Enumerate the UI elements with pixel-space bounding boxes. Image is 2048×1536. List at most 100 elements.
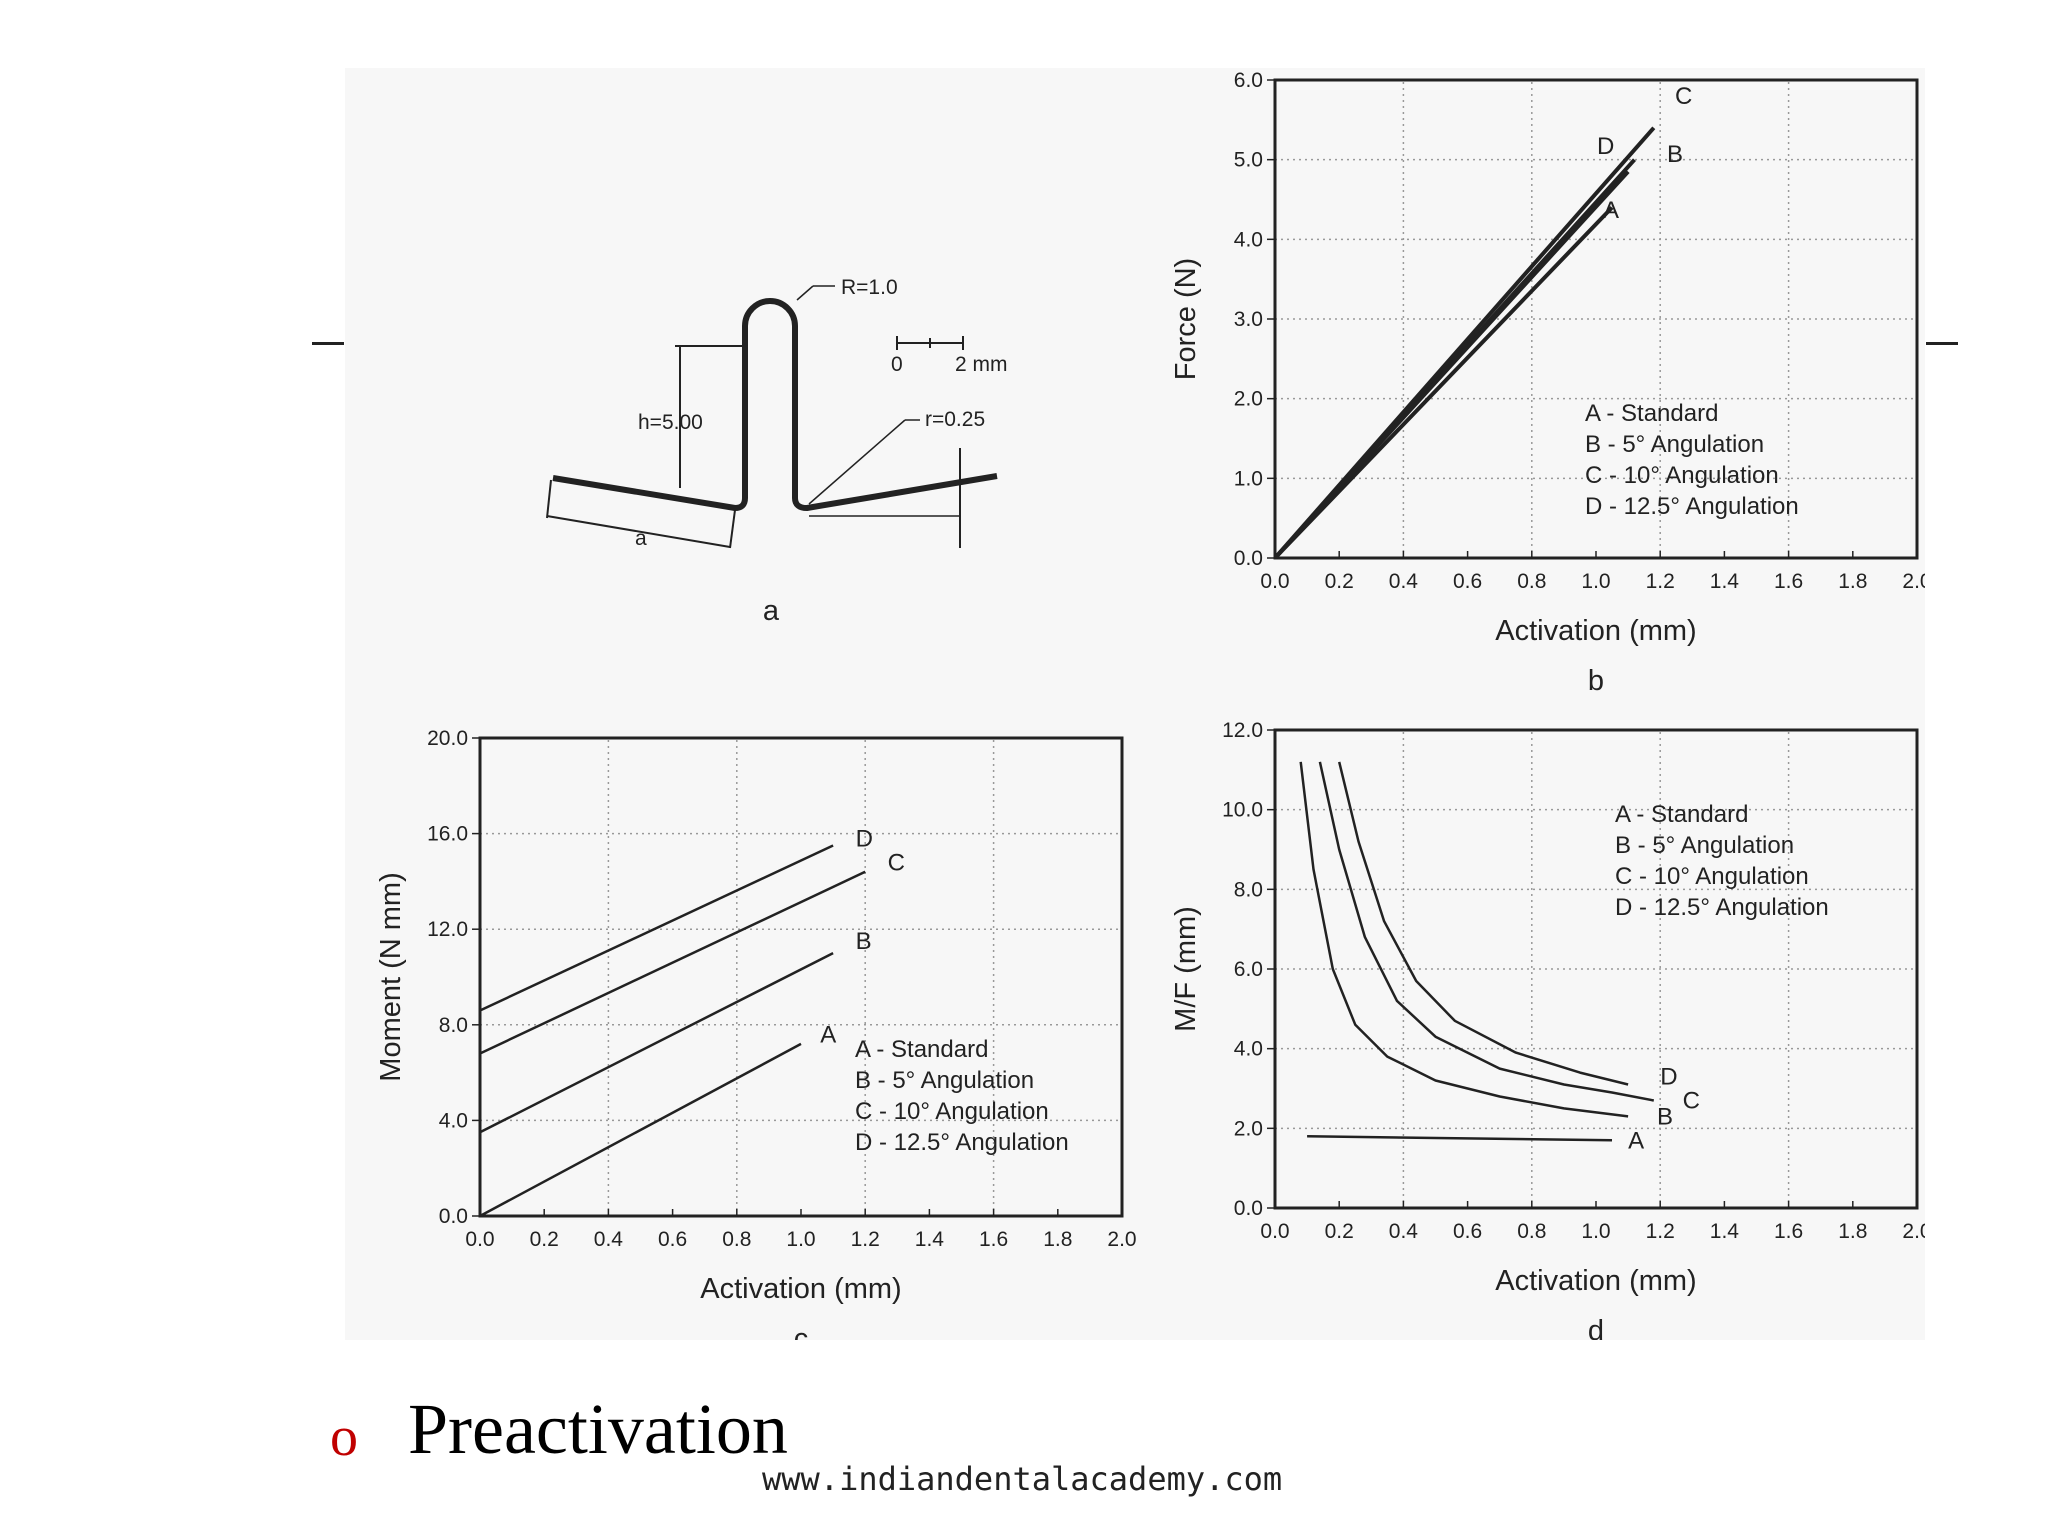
y-tick-label: 12.0 [1222, 719, 1263, 742]
chart-d: 0.0 0.2 0.4 0.6 0.8 1.0 1.2 1.4 1.6 1.8 2.0 0.0 2.0 4… [1170, 719, 1925, 1340]
legend-entry: A - Standard [855, 1036, 988, 1063]
series-label-D: D [856, 825, 873, 852]
x-tick-label: 1.6 [979, 1228, 1008, 1251]
y-tick-label: 8.0 [1234, 878, 1263, 901]
x-tick-label: 0.4 [594, 1228, 624, 1251]
x-tick-label: 0.2 [530, 1228, 559, 1251]
legend-entry: B - 5° Angulation [1585, 431, 1764, 458]
x-tick-label: 1.6 [1774, 1220, 1803, 1243]
series-label-D: D [1597, 133, 1614, 160]
x-tick-label: 0.0 [1260, 570, 1289, 593]
chart-sublabel: c [794, 1323, 809, 1340]
series-label-B: B [1667, 141, 1683, 168]
a-dimension-tick-right [729, 509, 736, 549]
x-tick-label: 0.0 [465, 1228, 494, 1251]
y-axis-label: M/F (mm) [1170, 906, 1202, 1032]
series-label-C: C [888, 849, 905, 876]
title-rule-right [1926, 342, 1958, 345]
series-label-A: A [820, 1021, 836, 1048]
y-tick-label: 2.0 [1234, 388, 1263, 411]
y-tick-label: 0.0 [439, 1205, 468, 1228]
r-leader-line [808, 419, 906, 505]
series-line-B [479, 951, 834, 1134]
series-line-D [1273, 170, 1630, 560]
y-tick-label: 5.0 [1234, 149, 1263, 172]
y-tick-label: 4.0 [1234, 228, 1263, 251]
y-tick-label: 20.0 [427, 727, 468, 750]
figure-svg: R=1.0 h=5.00 r=0.25 a 0 2 mm a 0.0 0.2 0.4… [375, 69, 1925, 1340]
chart-sublabel: b [1588, 665, 1604, 697]
x-tick-label: 1.8 [1838, 570, 1867, 593]
x-tick-label: 1.4 [1710, 570, 1740, 593]
series-label-A: A [1628, 1127, 1644, 1154]
h-label: h=5.00 [638, 411, 703, 434]
x-tick-label: 0.0 [1260, 1220, 1289, 1243]
y-axis-label: Moment (N mm) [375, 872, 407, 1081]
x-tick-label: 1.8 [1043, 1228, 1072, 1251]
R-label: R=1.0 [841, 276, 898, 299]
diagram-sublabel: a [763, 595, 780, 627]
x-axis-label: Activation (mm) [1495, 1265, 1696, 1297]
chart-b: 0.0 0.2 0.4 0.6 0.8 1.0 1.2 1.4 1.6 1.8 2.0 0.0 1.0 2… [1170, 69, 1925, 697]
y-tick-label: 10.0 [1222, 799, 1263, 822]
x-tick-label: 0.6 [1453, 570, 1482, 593]
x-axis-label: Activation (mm) [1495, 615, 1696, 647]
y-tick-label: 8.0 [439, 1014, 468, 1037]
x-tick-label: 1.0 [786, 1228, 815, 1251]
x-tick-label: 0.2 [1325, 1220, 1354, 1243]
scale-mm-label: 2 mm [955, 353, 1008, 376]
x-tick-label: 1.4 [1710, 1220, 1740, 1243]
legend-entry: B - 5° Angulation [855, 1067, 1034, 1094]
y-tick-label: 4.0 [1234, 1038, 1263, 1061]
x-tick-label: 1.0 [1581, 1220, 1610, 1243]
series-label-C: C [1675, 83, 1692, 110]
series-label-D: D [1660, 1064, 1677, 1091]
series-label-B: B [856, 928, 872, 955]
footer-url: www.indiandentalacademy.com [762, 1460, 1283, 1498]
plot-frame [1273, 728, 1919, 1210]
series-line-A [479, 1042, 802, 1218]
x-tick-label: 0.8 [1517, 1220, 1546, 1243]
chart-c: 0.0 0.2 0.4 0.6 0.8 1.0 1.2 1.4 1.6 1.8 2.0 0.0 4.0 8… [375, 727, 1137, 1340]
y-tick-label: 12.0 [427, 918, 468, 941]
R-leader-line [796, 285, 814, 301]
x-tick-label: 0.2 [1325, 570, 1354, 593]
y-tick-label: 6.0 [1234, 958, 1263, 981]
series-line-A [1273, 206, 1614, 560]
x-tick-label: 0.4 [1389, 570, 1419, 593]
x-tick-label: 1.2 [1646, 1220, 1675, 1243]
y-tick-label: 0.0 [1234, 547, 1263, 570]
loop-wire-path [552, 298, 998, 511]
r-label: r=0.25 [925, 408, 985, 431]
legend-entry: D - 12.5° Angulation [1585, 493, 1799, 520]
y-axis-label: Force (N) [1170, 258, 1202, 380]
series-label-B: B [1657, 1103, 1673, 1130]
x-tick-label: 0.4 [1389, 1220, 1419, 1243]
series-line-C [479, 870, 866, 1055]
legend-entry: B - 5° Angulation [1615, 832, 1794, 859]
plot-frame [1273, 78, 1919, 560]
series-line-A [1307, 1135, 1613, 1142]
x-tick-label: 2.0 [1902, 1220, 1925, 1243]
a-dimension-label: a [635, 527, 647, 550]
series-line-D [1337, 761, 1629, 1086]
x-tick-label: 1.4 [915, 1228, 945, 1251]
x-tick-label: 0.8 [1517, 570, 1546, 593]
x-axis-label: Activation (mm) [700, 1273, 901, 1305]
a-dimension-tick-left [546, 479, 552, 519]
x-tick-label: 0.8 [722, 1228, 751, 1251]
x-tick-label: 1.2 [851, 1228, 880, 1251]
y-tick-label: 2.0 [1234, 1117, 1263, 1140]
x-tick-label: 2.0 [1902, 570, 1925, 593]
x-tick-label: 1.2 [1646, 570, 1675, 593]
y-tick-label: 4.0 [439, 1109, 468, 1132]
plot-frame [478, 736, 1124, 1218]
x-tick-label: 0.6 [1453, 1220, 1482, 1243]
figure-panel: R=1.0 h=5.00 r=0.25 a 0 2 mm a 0.0 0.2 0.4… [345, 68, 1925, 1340]
legend-entry: C - 10° Angulation [1585, 462, 1779, 489]
loop-diagram [546, 285, 998, 549]
scale-zero-label: 0 [891, 353, 903, 376]
bullet-text: Preactivation [408, 1389, 788, 1469]
y-tick-label: 3.0 [1234, 308, 1263, 331]
bullet-marker: o [330, 1406, 358, 1468]
